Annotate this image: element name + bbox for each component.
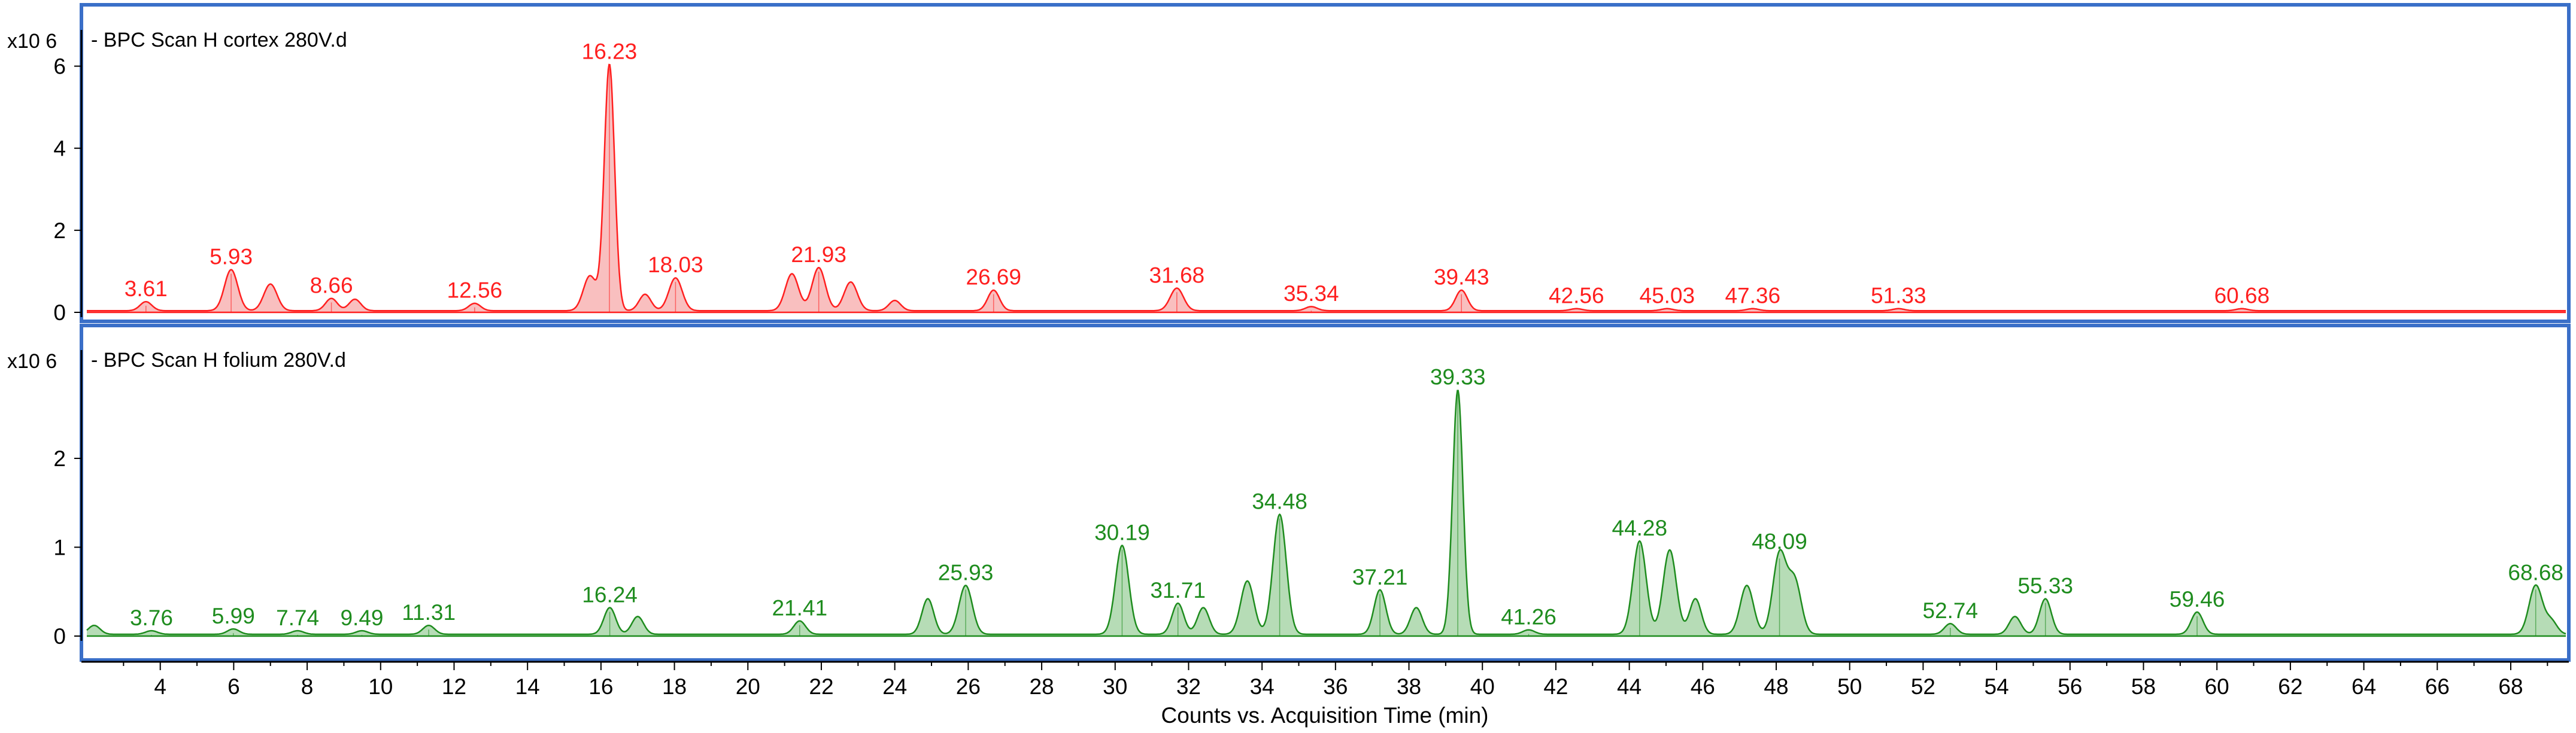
peak-label: 59.46 [2170,587,2225,612]
x-tick-label: 56 [2058,674,2082,699]
x-tick-label: 32 [1176,674,1201,699]
trace-line [86,390,2566,635]
x-tick-label: 50 [1837,674,1862,699]
peak-label: 3.61 [125,276,168,301]
x-tick-label: 22 [809,674,833,699]
panel-folium-y-ticks: 0 1 2 [53,350,83,649]
panel-folium-y-scale: x10 6 [7,350,57,373]
x-tick-label: 44 [1617,674,1642,699]
y-tick-label: 6 [53,54,66,79]
x-tick-label: 30 [1103,674,1127,699]
panel-cortex: - BPC Scan H cortex 280V.d x10 6 0 2 4 6 3.… [7,3,2571,325]
peak-label: 31.68 [1149,263,1205,287]
peak-label: 18.03 [648,253,703,277]
x-tick-label: 60 [2205,674,2229,699]
peak-label: 25.93 [938,560,994,585]
x-tick-label: 8 [301,674,314,699]
panel-folium-trace [86,390,2566,637]
x-tick-label: 46 [1691,674,1715,699]
peak-label: 51.33 [1871,284,1926,308]
peak-label: 41.26 [1501,605,1556,629]
panel-cortex-peak-labels: 3.61 5.93 8.66 12.56 16.23 18.03 21.93 26.69 31.… [125,39,2269,313]
x-tick-label: 26 [956,674,981,699]
y-tick-label: 2 [53,218,66,243]
peak-label: 35.34 [1284,281,1339,306]
peak-label: 68.68 [2508,560,2563,585]
x-tick-label: 18 [662,674,687,699]
x-tick-label: 6 [227,674,240,699]
x-tick-label: 36 [1323,674,1348,699]
peak-label: 5.99 [212,604,255,628]
x-tick-label: 62 [2278,674,2302,699]
y-tick-label: 0 [53,624,66,649]
peak-label: 44.28 [1612,516,1668,540]
x-tick-label: 20 [736,674,760,699]
peak-label: 12.56 [447,278,503,303]
x-tick-label: 4 [154,674,166,699]
x-tick-label: 10 [368,674,393,699]
x-tick-label: 38 [1397,674,1421,699]
x-tick-label: 16 [588,674,613,699]
x-tick-label: 68 [2498,674,2523,699]
peak-label: 26.69 [966,265,1021,290]
peak-label: 5.93 [210,244,253,269]
x-tick-label: 58 [2131,674,2156,699]
x-axis: 4 6 8 10 12 14 16 18 20 22 24 26 28 30 32 34 36 38 40 42 44 4… [81,661,2569,728]
panel-cortex-title: - BPC Scan H cortex 280V.d [91,29,347,51]
peak-label: 45.03 [1640,284,1695,308]
x-tick-label: 34 [1250,674,1275,699]
y-tick-label: 1 [53,536,66,560]
peak-label: 39.43 [1434,265,1489,290]
peak-label: 16.24 [582,582,638,607]
panel-folium: - BPC Scan H folium 280V.d x10 6 0 1 2 3.7… [7,324,2571,662]
x-tick-label: 12 [442,674,466,699]
x-tick-label: 24 [882,674,907,699]
peak-label: 31.71 [1150,578,1206,603]
peak-label: 21.41 [772,596,827,621]
x-axis-ticks: 4 6 8 10 12 14 16 18 20 22 24 26 28 30 32 34 36 38 40 42 44 4… [123,662,2548,699]
peak-label: 42.56 [1549,284,1604,308]
peak-label: 8.66 [310,273,353,297]
x-tick-label: 28 [1029,674,1054,699]
peak-label: 30.19 [1094,521,1150,545]
x-tick-label: 14 [515,674,540,699]
y-tick-label: 0 [53,300,66,325]
peak-label: 48.09 [1752,529,1807,553]
peak-label: 11.31 [402,600,456,625]
x-axis-label: Counts vs. Acquisition Time (min) [1161,703,1489,728]
panel-folium-title: - BPC Scan H folium 280V.d [91,349,346,372]
x-tick-label: 66 [2425,674,2450,699]
peak-label: 9.49 [340,606,383,630]
peak-label: 60.68 [2214,284,2270,308]
peak-label: 21.93 [791,242,846,267]
panel-cortex-y-scale: x10 6 [7,30,57,53]
peak-label: 55.33 [2017,574,2073,598]
peak-label: 39.33 [1430,365,1486,390]
x-tick-label: 40 [1470,674,1495,699]
y-tick-label: 4 [53,136,66,161]
panel-folium-peak-labels: 3.76 5.99 7.74 9.49 11.31 16.24 21.41 25.93 30.1… [130,365,2563,636]
peak-label: 37.21 [1352,565,1408,589]
peak-label: 3.76 [130,606,173,630]
x-tick-label: 64 [2352,674,2376,699]
peak-label: 47.36 [1725,284,1780,308]
peak-label: 52.74 [1923,598,1979,623]
x-tick-label: 48 [1764,674,1788,699]
peak-label: 7.74 [276,606,319,630]
x-tick-label: 52 [1911,674,1935,699]
peak-label: 16.23 [582,39,638,64]
trace-line [87,63,2566,312]
x-tick-label: 54 [1985,674,2009,699]
panel-cortex-trace [87,63,2566,314]
y-tick-label: 2 [53,446,66,471]
peak-label: 34.48 [1252,489,1307,514]
panel-cortex-y-ticks: 0 2 4 6 [53,30,83,325]
x-tick-label: 42 [1543,674,1568,699]
